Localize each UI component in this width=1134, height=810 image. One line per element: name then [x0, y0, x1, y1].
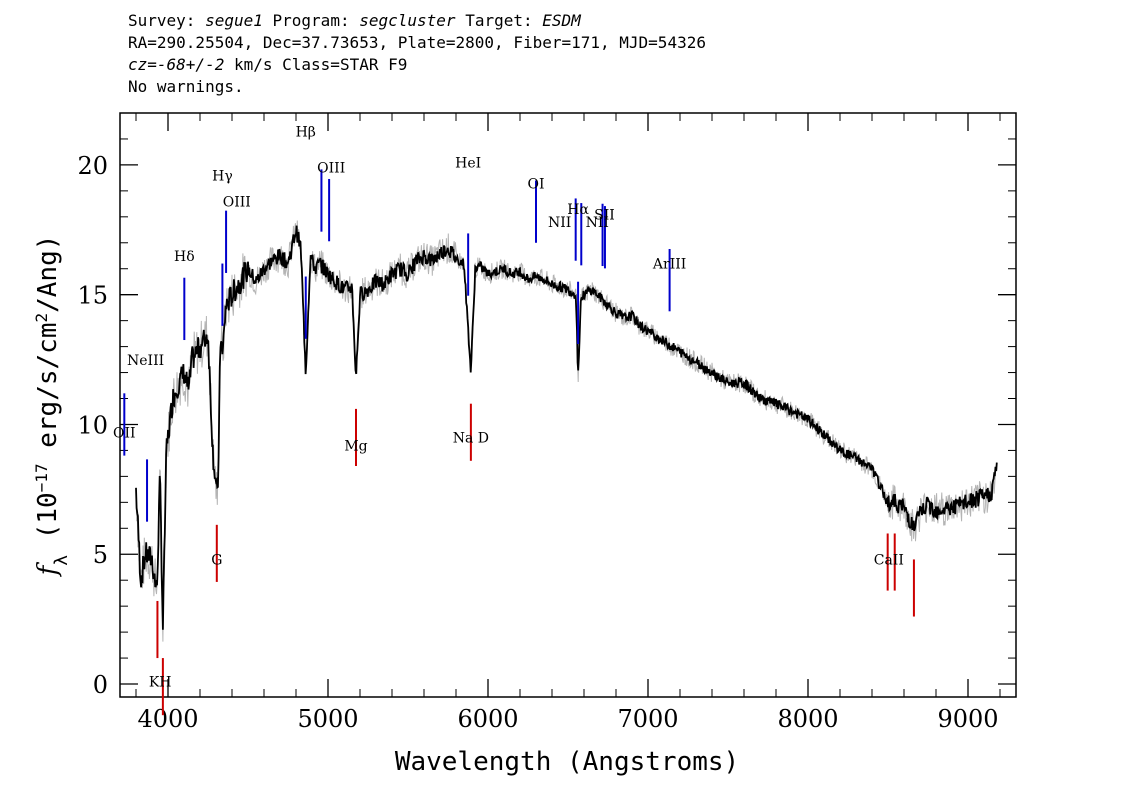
annotations-layer: OII NeIII KH Hδ G Hγ OIII Hβ OIII Mg HeI Na D OI NIIH… — [113, 124, 904, 690]
line-label-oiii: OIII — [223, 194, 251, 210]
ylabel-post: /Ang) — [33, 235, 63, 313]
line-label-hei: HeI — [455, 156, 481, 172]
line-label-h: Hα — [567, 202, 589, 218]
target-label: Target: — [465, 11, 533, 30]
cz-value: =-68+/-2 — [147, 55, 225, 74]
x-tick-label: 9000 — [937, 705, 998, 733]
line-label-h: Hγ — [212, 168, 233, 184]
plot-frame — [119, 112, 1017, 698]
line-label-oiii: OIII — [317, 161, 345, 177]
x-tick-label: 7000 — [617, 705, 678, 733]
data-layer — [135, 220, 998, 642]
ylabel-exp: −17 — [32, 463, 51, 492]
y-tick-label: 20 — [77, 152, 108, 180]
y-tick-label: 5 — [93, 541, 108, 569]
header-line-3: cz=-68+/-2 km/s Class=STAR F9 — [128, 54, 1118, 76]
ylabel-pre: (10 — [33, 492, 63, 555]
axes-layer: 4000 5000 6000 7000 8000 9000 0 5 10 15 20 — [77, 113, 1016, 733]
x-tick-label: 4000 — [137, 705, 198, 733]
line-label-nii: NII — [548, 215, 571, 231]
y-tick-label: 15 — [77, 282, 108, 310]
y-tick-label: 0 — [93, 671, 108, 699]
header-line-1: Survey: segue1 Program: segcluster Targe… — [128, 10, 1118, 32]
line-markers-layer — [123, 169, 915, 716]
y-tick-label: 10 — [77, 411, 108, 439]
target-value: ESDM — [542, 11, 581, 30]
y-axis-label: fλ (10−17 erg/s/cm2/Ang) — [32, 235, 72, 578]
cz-symbol: cz — [128, 55, 148, 74]
spectrum-header: Survey: segue1 Program: segcluster Targe… — [128, 10, 1118, 98]
line-label-ariii: ArIII — [652, 257, 686, 273]
line-label-sii: SII — [594, 207, 615, 223]
line-label-oi: OI — [527, 176, 544, 192]
x-tick-label: 6000 — [457, 705, 518, 733]
flux-series-line — [135, 225, 998, 630]
line-label-neiii: NeIII — [127, 353, 164, 369]
ylabel-sub: λ — [51, 555, 72, 566]
line-label-g: G — [211, 553, 222, 569]
x-axis-label: Wavelength (Angstroms) — [395, 747, 739, 777]
line-label-nii: NII — [586, 215, 609, 231]
line-label-caii: CaII — [874, 553, 904, 569]
cz-unit: km/s — [233, 55, 273, 74]
line-label-kh: KH — [149, 675, 172, 691]
header-line-4: No warnings. — [128, 77, 244, 96]
line-label-nad: Na D — [453, 431, 489, 447]
survey-label: Survey: — [128, 11, 196, 30]
header-line-2: RA=290.25504, Dec=37.73653, Plate=2800, … — [128, 33, 706, 52]
line-label-h: Hδ — [174, 249, 195, 265]
error-envelope-series — [135, 220, 998, 642]
program-label: Program: — [272, 11, 350, 30]
program-value: segcluster — [359, 11, 456, 30]
ylabel-mid: erg/s/cm — [33, 323, 63, 464]
survey-value: segue1 — [205, 11, 263, 30]
x-tick-label: 5000 — [297, 705, 358, 733]
x-tick-label: 8000 — [777, 705, 838, 733]
line-label-mg: Mg — [344, 438, 367, 454]
line-label-h: Hβ — [296, 124, 316, 140]
class-value: Class=STAR F9 — [282, 55, 408, 74]
line-label-oii: OII — [113, 425, 136, 441]
ylabel-exp2: 2 — [32, 313, 51, 323]
